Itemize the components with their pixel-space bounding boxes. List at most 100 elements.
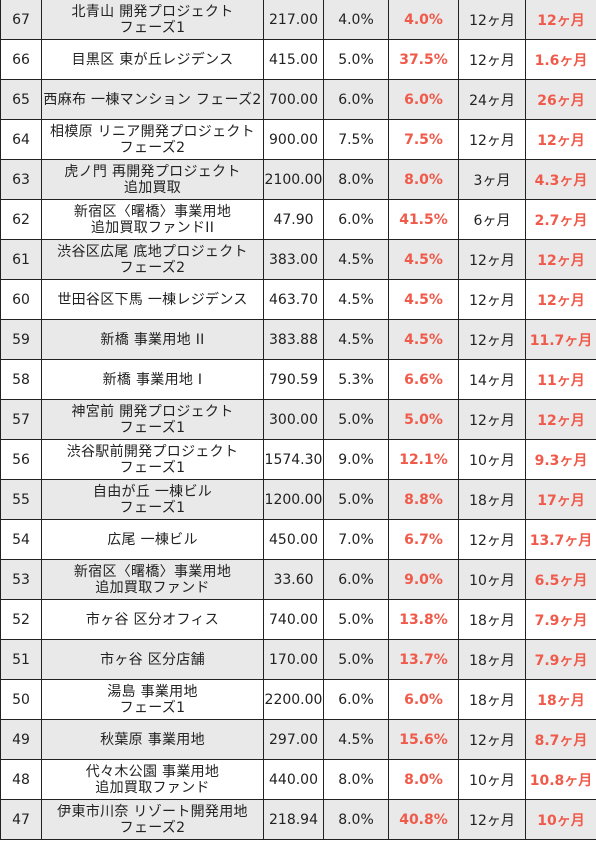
fund-name-line: 新橋 事業用地 II xyxy=(100,331,205,348)
planned-yield-cell: 5.3% xyxy=(323,359,389,400)
planned-period-cell: 18ヶ月 xyxy=(458,679,526,720)
fund-amount-cell: 300.00 xyxy=(263,399,324,440)
actual-yield-cell: 4.5% xyxy=(388,279,459,320)
fund-name-cell: 市ヶ谷 区分店舗 xyxy=(41,639,264,680)
fund-amount-cell: 440.00 xyxy=(263,759,324,800)
actual-period-cell: 12ヶ月 xyxy=(525,239,596,280)
planned-yield-cell: 4.5% xyxy=(323,279,389,320)
fund-amount-cell: 900.00 xyxy=(263,119,324,160)
planned-yield-cell: 4.5% xyxy=(323,719,389,760)
fund-name-line: 追加買取 xyxy=(123,179,182,196)
fund-number-cell: 48 xyxy=(0,759,42,800)
table-row: 52 市ヶ谷 区分オフィス 740.00 5.0% 13.8% 18ヶ月 7.9ヶ月 xyxy=(0,599,596,640)
planned-period-cell: 18ヶ月 xyxy=(458,479,526,520)
planned-yield-cell: 5.0% xyxy=(323,399,389,440)
fund-name-line: 秋葉原 事業用地 xyxy=(100,731,205,748)
actual-yield-cell: 13.8% xyxy=(388,599,459,640)
fund-name-cell: 市ヶ谷 区分オフィス xyxy=(41,599,264,640)
fund-name-line: フェーズ2 xyxy=(119,819,186,836)
table-row: 63 虎ノ門 再開発プロジェクト 追加買取 2100.00 8.0% 8.0% 3ヶ月 4.3… xyxy=(0,159,596,200)
fund-amount-cell: 170.00 xyxy=(263,639,324,680)
fund-number-cell: 66 xyxy=(0,39,42,80)
planned-yield-cell: 6.0% xyxy=(323,679,389,720)
planned-yield-cell: 8.0% xyxy=(323,799,389,840)
planned-period-cell: 12ヶ月 xyxy=(458,39,526,80)
planned-yield-cell: 7.0% xyxy=(323,519,389,560)
fund-name-line: 世田谷区下馬 一棟レジデンス xyxy=(57,291,248,308)
fund-amount-cell: 217.00 xyxy=(263,0,324,40)
table-row: 61 渋谷区広尾 底地プロジェクト フェーズ2 383.00 4.5% 4.5% 12ヶ月 1… xyxy=(0,239,596,280)
fund-name-cell: 新宿区〈曙橋〉事業用地 追加買取ファンド xyxy=(41,559,264,600)
actual-yield-cell: 8.0% xyxy=(388,759,459,800)
planned-yield-cell: 4.0% xyxy=(323,0,389,40)
fund-name-line: 新宿区〈曙橋〉事業用地 xyxy=(73,563,232,580)
fund-number-cell: 52 xyxy=(0,599,42,640)
fund-number-cell: 56 xyxy=(0,439,42,480)
fund-name-line: 広尾 一棟ビル xyxy=(107,531,198,548)
table-row: 51 市ヶ谷 区分店舗 170.00 5.0% 13.7% 18ヶ月 7.9ヶ月 xyxy=(0,639,596,680)
fund-name-cell: 新宿区〈曙橋〉事業用地 追加買取ファンドII xyxy=(41,199,264,240)
planned-yield-cell: 5.0% xyxy=(323,39,389,80)
fund-amount-cell: 383.88 xyxy=(263,319,324,360)
fund-number-cell: 53 xyxy=(0,559,42,600)
fund-name-line: 追加買取ファンド xyxy=(95,779,210,796)
fund-name-line: 北青山 開発プロジェクト xyxy=(71,3,234,20)
planned-period-cell: 12ヶ月 xyxy=(458,119,526,160)
fund-amount-cell: 700.00 xyxy=(263,79,324,120)
fund-number-cell: 67 xyxy=(0,0,42,40)
table-row: 54 広尾 一棟ビル 450.00 7.0% 6.7% 12ヶ月 13.7ヶ月 xyxy=(0,519,596,560)
fund-number-cell: 55 xyxy=(0,479,42,520)
planned-period-cell: 10ヶ月 xyxy=(458,439,526,480)
fund-amount-cell: 463.70 xyxy=(263,279,324,320)
table-row: 67 北青山 開発プロジェクト フェーズ1 217.00 4.0% 4.0% 12ヶ月 12ヶ… xyxy=(0,0,596,40)
fund-name-cell: 代々木公園 事業用地 追加買取ファンド xyxy=(41,759,264,800)
actual-period-cell: 9.3ヶ月 xyxy=(525,439,596,480)
planned-yield-cell: 9.0% xyxy=(323,439,389,480)
fund-amount-cell: 2100.00 xyxy=(263,159,324,200)
actual-period-cell: 1.6ヶ月 xyxy=(525,39,596,80)
actual-yield-cell: 8.8% xyxy=(388,479,459,520)
actual-period-cell: 6.5ヶ月 xyxy=(525,559,596,600)
planned-yield-cell: 4.5% xyxy=(323,319,389,360)
planned-period-cell: 18ヶ月 xyxy=(458,639,526,680)
table-row: 62 新宿区〈曙橋〉事業用地 追加買取ファンドII 47.90 6.0% 41.5% 6ヶ月… xyxy=(0,199,596,240)
actual-yield-cell: 40.8% xyxy=(388,799,459,840)
fund-number-cell: 58 xyxy=(0,359,42,400)
actual-yield-cell: 4.5% xyxy=(388,319,459,360)
fund-name-cell: 秋葉原 事業用地 xyxy=(41,719,264,760)
table-row: 66 目黒区 東が丘レジデンス 415.00 5.0% 37.5% 12ヶ月 1.6ヶ月 xyxy=(0,39,596,80)
fund-name-line: フェーズ1 xyxy=(119,699,186,716)
planned-period-cell: 12ヶ月 xyxy=(458,519,526,560)
actual-yield-cell: 37.5% xyxy=(388,39,459,80)
table-row: 58 新橋 事業用地 I 790.59 5.3% 6.6% 14ヶ月 11ヶ月 xyxy=(0,359,596,400)
fund-name-line: 渋谷区広尾 底地プロジェクト xyxy=(57,243,248,260)
fund-name-line: フェーズ2 xyxy=(119,139,186,156)
planned-yield-cell: 7.5% xyxy=(323,119,389,160)
actual-period-cell: 10.8ヶ月 xyxy=(525,759,596,800)
table-row: 55 自由が丘 一棟ビル フェーズ1 1200.00 5.0% 8.8% 18ヶ月 17ヶ月 xyxy=(0,479,596,520)
fund-number-cell: 60 xyxy=(0,279,42,320)
fund-name-line: 西麻布 一棟マンション フェーズ2 xyxy=(43,91,262,108)
planned-period-cell: 3ヶ月 xyxy=(458,159,526,200)
planned-period-cell: 12ヶ月 xyxy=(458,719,526,760)
fund-amount-cell: 740.00 xyxy=(263,599,324,640)
actual-yield-cell: 6.0% xyxy=(388,79,459,120)
actual-yield-cell: 15.6% xyxy=(388,719,459,760)
fund-name-cell: 相模原 リニア開発プロジェクト フェーズ2 xyxy=(41,119,264,160)
actual-period-cell: 7.9ヶ月 xyxy=(525,639,596,680)
planned-period-cell: 12ヶ月 xyxy=(458,319,526,360)
fund-name-line: 伊東市川奈 リゾート開発用地 xyxy=(57,803,248,820)
fund-name-line: 湯島 事業用地 xyxy=(107,683,198,700)
fund-name-cell: 神宮前 開発プロジェクト フェーズ1 xyxy=(41,399,264,440)
actual-yield-cell: 4.0% xyxy=(388,0,459,40)
actual-yield-cell: 7.5% xyxy=(388,119,459,160)
fund-amount-cell: 383.00 xyxy=(263,239,324,280)
table-row: 49 秋葉原 事業用地 297.00 4.5% 15.6% 12ヶ月 8.7ヶ月 xyxy=(0,719,596,760)
fund-name-line: フェーズ1 xyxy=(119,459,186,476)
actual-period-cell: 12ヶ月 xyxy=(525,399,596,440)
fund-name-cell: 自由が丘 一棟ビル フェーズ1 xyxy=(41,479,264,520)
fund-name-cell: 渋谷駅前開発プロジェクト フェーズ1 xyxy=(41,439,264,480)
planned-period-cell: 12ヶ月 xyxy=(458,0,526,40)
actual-yield-cell: 4.5% xyxy=(388,239,459,280)
